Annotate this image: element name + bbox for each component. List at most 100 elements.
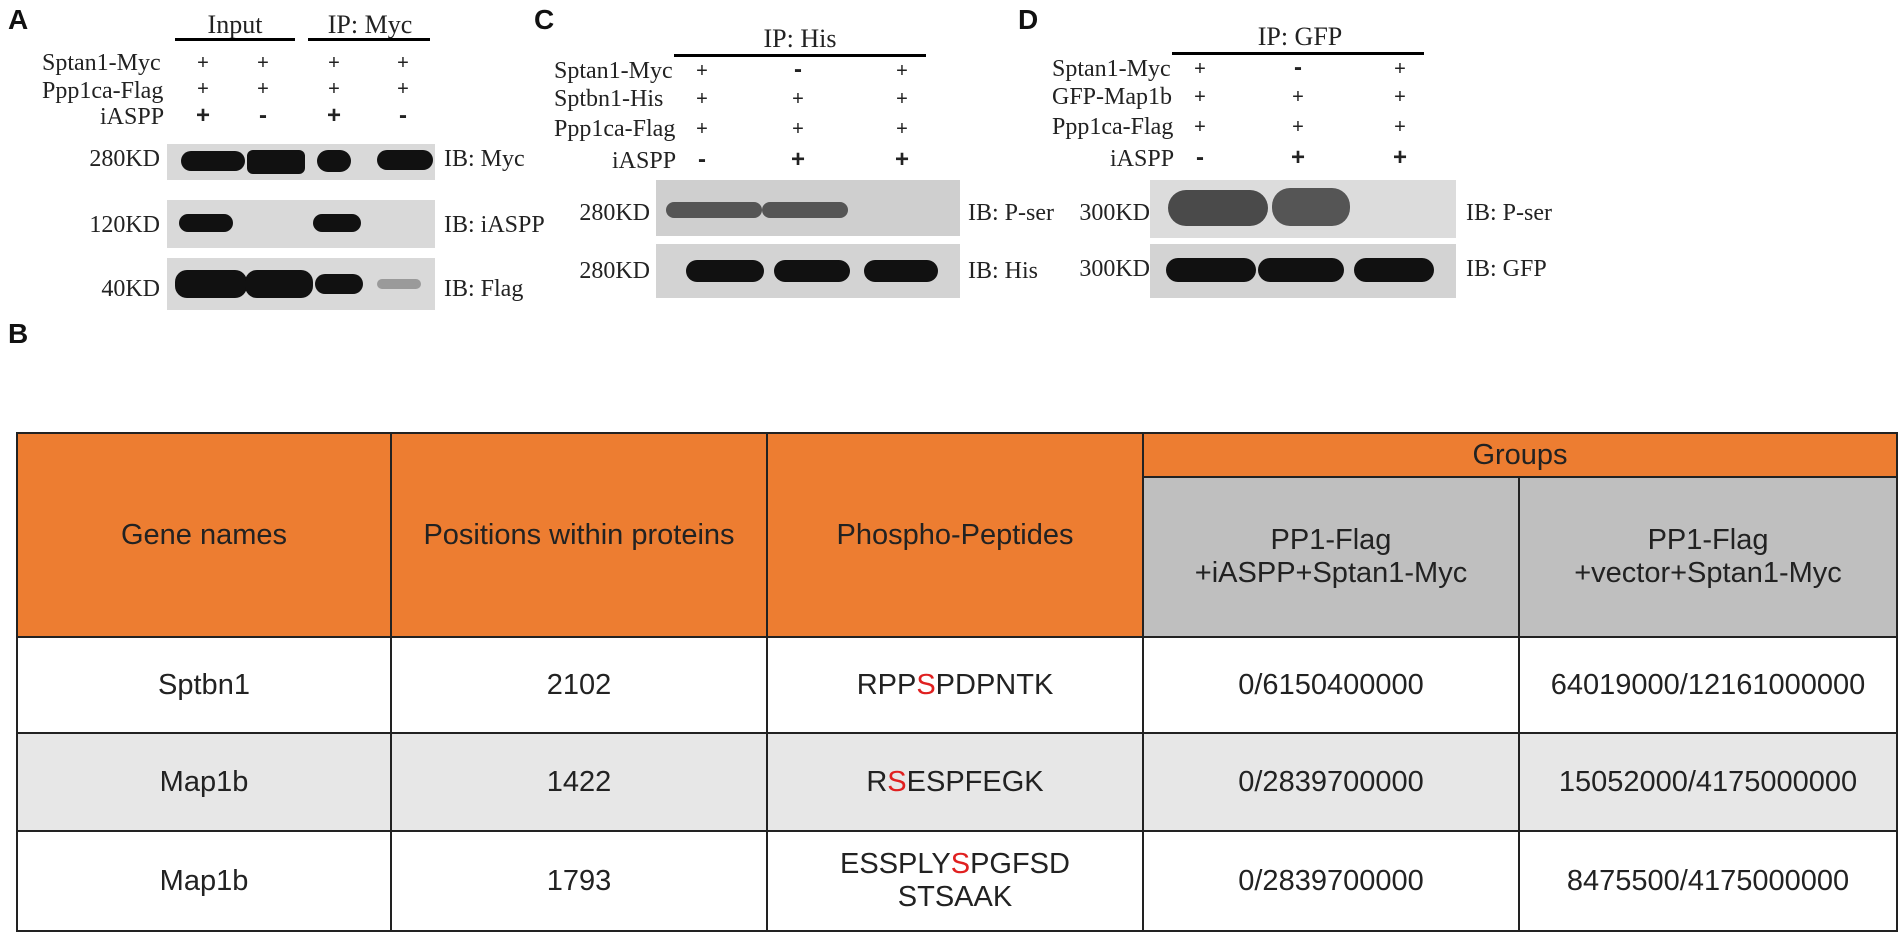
d-sym: + [1392, 144, 1407, 171]
a-sym: + [195, 102, 210, 129]
a-row-label: iASPP [100, 104, 165, 130]
a-row-label: Sptan1-Myc [42, 50, 161, 76]
table-row: Map1b 1422 RSESPFEGK 0/2839700000 150520… [16, 732, 1899, 832]
a-sym: + [326, 102, 341, 129]
ib-label: IB: iASPP [444, 212, 545, 238]
d-sym: + [1194, 116, 1206, 138]
ip-his-header: IP: His [763, 24, 837, 53]
positions-header: Positions within proteins [390, 432, 768, 638]
group1-cell: 0/6150400000 [1142, 636, 1520, 734]
c-sym: + [896, 118, 908, 140]
blot-size: 120KD [89, 212, 160, 238]
input-header: Input [207, 10, 263, 39]
ib-label: IB: Myc [444, 146, 525, 172]
peptide-suffix: PDPNTK [935, 668, 1054, 701]
a-sym: - [399, 102, 407, 129]
panel-b-letter: B [8, 318, 29, 349]
c-sym: + [790, 146, 805, 173]
d-sym: - [1294, 54, 1302, 81]
d-row-label: Ppp1ca-Flag [1052, 114, 1174, 140]
blot-size: 300KD [1079, 200, 1150, 226]
d-sym: + [1394, 58, 1406, 80]
d-sym: + [1292, 116, 1304, 138]
ip-myc-underline [308, 38, 430, 41]
position-cell: 2102 [390, 636, 768, 734]
gene-cell: Map1b [16, 732, 392, 832]
position-cell: 1422 [390, 732, 768, 832]
phospho-peptides-header: Phospho-Peptides [766, 432, 1144, 638]
c-sym: - [794, 56, 802, 83]
group2-header: PP1-Flag +vector+Sptan1-Myc [1517, 476, 1899, 638]
d-row-label: iASPP [1110, 146, 1175, 172]
c-sym: + [896, 88, 908, 110]
peptide-prefix: R [866, 765, 888, 798]
a-sym: + [257, 52, 269, 74]
blot-iaspp [167, 200, 435, 248]
phospho-site: S [950, 848, 971, 880]
d-sym: + [1194, 58, 1206, 80]
a-sym: + [328, 78, 340, 100]
a-sym: + [397, 78, 409, 100]
group2-header-line2: +vector+Sptan1-Myc [1574, 557, 1842, 589]
blot-gfp-d [1150, 244, 1456, 298]
phospho-site: S [887, 765, 907, 798]
input-underline [175, 38, 295, 41]
peptide-cell: RSESPFEGK [766, 732, 1144, 832]
peptide-suffix: PGFSD [970, 848, 1070, 880]
ip-myc-header: IP: Myc [327, 10, 413, 39]
ip-his-underline [674, 54, 926, 57]
blot-size: 280KD [579, 258, 650, 284]
blot-flag [167, 258, 435, 310]
a-sym: + [397, 52, 409, 74]
group1-cell: 0/2839700000 [1142, 732, 1520, 832]
a-row-label: Ppp1ca-Flag [42, 78, 164, 104]
group1-header-line1: PP1-Flag [1270, 524, 1392, 556]
d-sym: + [1194, 86, 1206, 108]
d-row-label: Sptan1-Myc [1052, 56, 1171, 82]
c-row-label: Sptan1-Myc [554, 58, 673, 84]
group2-header-line1: PP1-Flag [1647, 524, 1769, 556]
c-sym: + [696, 118, 708, 140]
c-row-label: iASPP [612, 148, 677, 174]
blot-size: 280KD [89, 146, 160, 172]
group2-cell: 8475500/4175000000 [1517, 830, 1899, 932]
gene-names-header: Gene names [16, 432, 392, 638]
group1-header: PP1-Flag +iASPP+Sptan1-Myc [1142, 476, 1520, 638]
c-row-label: Sptbn1-His [554, 86, 664, 112]
c-sym: + [792, 88, 804, 110]
peptide-suffix: ESPFEGK [906, 765, 1044, 798]
c-sym: + [792, 118, 804, 140]
panel-a-letter: A [8, 4, 29, 35]
blot-size: 300KD [1079, 256, 1150, 282]
table-row: Sptbn1 2102 RPPSPDPNTK 0/6150400000 6401… [16, 636, 1899, 734]
blot-pser-d [1150, 180, 1456, 238]
panel-c-letter: C [534, 4, 555, 35]
peptide-prefix: RPP [856, 668, 917, 701]
c-sym: + [696, 60, 708, 82]
panel-d-letter: D [1018, 4, 1039, 35]
c-sym: + [894, 146, 909, 173]
blot-size: 40KD [101, 276, 160, 302]
ib-label: IB: Flag [444, 276, 524, 302]
table-row: Map1b 1793 ESSPLYSPGFSD STSAAK 0/2839700… [16, 830, 1899, 932]
ib-label: IB: GFP [1466, 256, 1547, 282]
blot-pser-c [656, 180, 960, 236]
gene-cell: Sptbn1 [16, 636, 392, 734]
position-cell: 1793 [390, 830, 768, 932]
group2-cell: 15052000/4175000000 [1517, 732, 1899, 832]
ib-label: IB: P-ser [968, 200, 1054, 226]
d-sym: - [1196, 144, 1204, 171]
groups-header: Groups [1141, 432, 1899, 478]
a-sym: + [197, 52, 209, 74]
group1-header-line2: +iASPP+Sptan1-Myc [1194, 557, 1468, 589]
ib-label: IB: P-ser [1466, 200, 1552, 226]
blot-his-c [656, 244, 960, 298]
blot-myc [167, 144, 435, 180]
d-sym: + [1292, 86, 1304, 108]
c-sym: - [698, 146, 706, 173]
peptide-prefix: ESSPLY [840, 848, 951, 880]
c-sym: + [896, 60, 908, 82]
a-sym: + [257, 78, 269, 100]
blot-size: 280KD [579, 200, 650, 226]
group1-cell: 0/2839700000 [1142, 830, 1520, 932]
